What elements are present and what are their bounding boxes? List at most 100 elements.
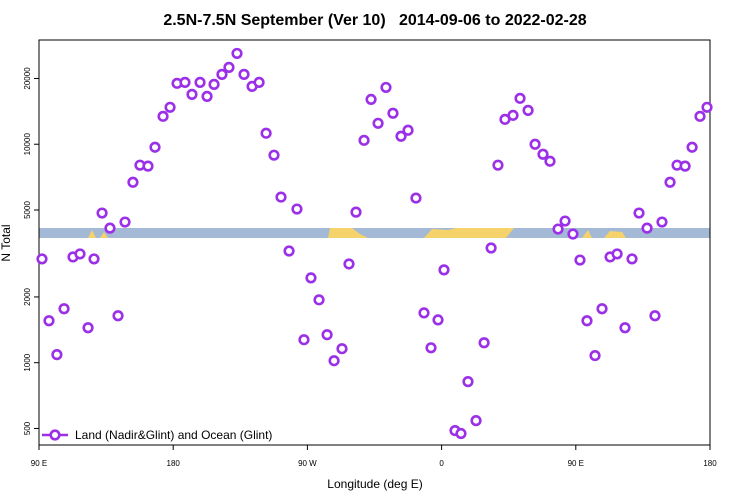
- x-tick-label: 0: [439, 459, 444, 468]
- point: [291, 203, 303, 215]
- point: [149, 141, 161, 153]
- y-tick-label: 20000: [23, 67, 32, 90]
- map-strip: [39, 228, 710, 238]
- point: [283, 245, 295, 257]
- point: [231, 47, 243, 60]
- point: [544, 155, 556, 167]
- point: [179, 76, 191, 88]
- ocean-band: [39, 228, 710, 238]
- point: [589, 349, 601, 362]
- point: [253, 76, 265, 88]
- point: [656, 216, 668, 228]
- point: [127, 176, 139, 188]
- point: [343, 258, 355, 270]
- point: [201, 90, 213, 102]
- legend-label: Land (Nadir&Glint) and Ocean (Glint): [75, 428, 272, 442]
- chart-title: 2.5N-7.5N September (Ver 10) 2014-09-06 …: [163, 12, 586, 29]
- point: [43, 315, 55, 327]
- x-tick-label: 90 E: [568, 459, 584, 468]
- point: [119, 216, 131, 228]
- point: [51, 349, 63, 361]
- point: [552, 223, 564, 235]
- point: [664, 176, 676, 188]
- point: [410, 192, 422, 204]
- point: [380, 81, 392, 94]
- point: [36, 253, 48, 265]
- point: [313, 294, 325, 306]
- point: [581, 315, 593, 327]
- x-axis-label: Longitude (deg E): [327, 477, 422, 491]
- point: [305, 272, 317, 284]
- y-tick-label: 1000: [23, 353, 32, 371]
- point: [522, 104, 534, 116]
- point: [485, 242, 497, 254]
- point: [275, 191, 287, 203]
- point: [418, 307, 430, 319]
- point: [82, 322, 94, 334]
- point: [358, 134, 370, 146]
- point: [438, 264, 450, 276]
- x-tick-label: 180: [167, 459, 181, 468]
- point: [238, 68, 250, 80]
- point: [462, 376, 474, 388]
- point: [88, 253, 100, 265]
- x-tick-label: 90 W: [298, 459, 317, 468]
- point: [507, 109, 519, 121]
- point: [112, 310, 124, 322]
- point: [216, 68, 228, 80]
- point: [402, 124, 414, 136]
- point: [492, 159, 504, 171]
- point: [514, 92, 526, 104]
- point: [686, 141, 698, 153]
- point: [432, 314, 444, 326]
- point: [96, 207, 108, 219]
- point: [649, 310, 661, 322]
- point: [157, 110, 169, 122]
- point: [104, 222, 116, 234]
- point: [633, 207, 645, 219]
- point: [74, 248, 86, 260]
- point: [537, 148, 549, 160]
- plot-frame: [38, 39, 711, 446]
- point: [478, 337, 490, 349]
- point: [619, 322, 631, 334]
- point: [455, 427, 467, 440]
- point: [365, 93, 377, 106]
- point: [425, 342, 437, 354]
- point: [336, 343, 348, 355]
- legend-marker: [49, 429, 61, 441]
- y-axis-label: N Total: [0, 224, 13, 261]
- point: [186, 88, 198, 100]
- point: [679, 160, 691, 172]
- point: [626, 253, 638, 265]
- point: [701, 101, 713, 113]
- point: [321, 329, 333, 341]
- y-tick-label: 10000: [23, 133, 32, 156]
- point: [208, 78, 220, 90]
- x-tick-label: 180: [703, 459, 717, 468]
- point: [387, 107, 399, 119]
- point: [58, 303, 70, 315]
- point: [596, 303, 608, 315]
- y-tick-label: 2000: [23, 287, 32, 305]
- point: [223, 61, 235, 73]
- point: [350, 206, 362, 218]
- x-tick-label: 90 E: [31, 459, 47, 468]
- point: [470, 415, 482, 427]
- point: [260, 127, 272, 139]
- point: [574, 254, 586, 266]
- point: [641, 222, 653, 234]
- point: [268, 149, 280, 161]
- point: [372, 117, 384, 129]
- point: [567, 228, 579, 240]
- land-patch: [88, 228, 626, 238]
- point: [142, 160, 154, 172]
- point: [164, 101, 176, 113]
- point: [298, 334, 310, 346]
- y-tick-label: 500: [23, 421, 32, 435]
- point: [694, 110, 706, 122]
- point: [395, 130, 407, 142]
- point: [529, 138, 541, 150]
- point: [559, 215, 571, 227]
